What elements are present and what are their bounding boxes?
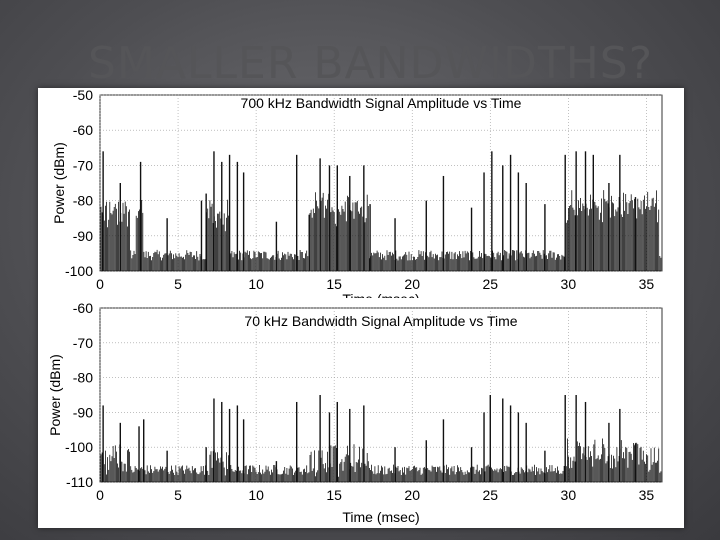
y-axis-label: Power (dBm) <box>51 142 67 224</box>
x-tick-label: 20 <box>404 276 420 292</box>
y-tick-label: -60 <box>73 300 93 316</box>
plot-area <box>99 307 663 483</box>
x-tick-label: 20 <box>404 487 420 503</box>
y-axis-label: Power (dBm) <box>47 354 63 436</box>
x-tick-label: 10 <box>248 276 264 292</box>
x-tick-label: 5 <box>174 276 182 292</box>
x-axis-label-top: Time (msec) <box>342 291 419 307</box>
y-tick-label: -100 <box>65 439 93 455</box>
x-tick-label: 10 <box>248 487 264 503</box>
y-tick-label: -90 <box>73 404 93 420</box>
chart-figure: -50 -60 -70 -80 -90 -100 0 5 10 15 20 25 30 35 700 kHz… <box>38 88 684 528</box>
slide-title: SMALLER BANDWIDTHS? <box>88 38 654 89</box>
y-tick-label: -90 <box>73 228 93 244</box>
plot-area <box>99 94 663 272</box>
x-tick-label: 25 <box>482 487 498 503</box>
y-tick-label: -80 <box>73 193 93 209</box>
chart-title: 70 kHz Bandwidth Signal Amplitude vs Tim… <box>244 313 517 329</box>
chart-title: 700 kHz Bandwidth Signal Amplitude vs Ti… <box>241 95 522 111</box>
signal-trace <box>100 151 662 271</box>
y-tick-label: -60 <box>73 122 93 138</box>
x-axis-label: Time (msec) <box>342 509 419 525</box>
x-tick-label: 15 <box>326 276 342 292</box>
x-tick-label: 35 <box>639 487 655 503</box>
x-tick-label: 0 <box>96 276 104 292</box>
x-tick-label: 30 <box>561 276 577 292</box>
x-tick-label: 0 <box>96 487 104 503</box>
signal-trace <box>100 395 662 482</box>
y-tick-label: -110 <box>66 474 93 490</box>
x-tick-label: 35 <box>639 276 655 292</box>
x-tick-label: 5 <box>174 487 182 503</box>
x-tick-label: 30 <box>561 487 577 503</box>
x-tick-label: 25 <box>482 276 498 292</box>
y-tick-label: -80 <box>73 370 93 386</box>
y-tick-label: -70 <box>73 335 93 351</box>
y-tick-label: -50 <box>73 88 93 103</box>
y-tick-label: -70 <box>73 157 93 173</box>
y-tick-label: -100 <box>65 263 93 279</box>
x-tick-label: 15 <box>326 487 342 503</box>
